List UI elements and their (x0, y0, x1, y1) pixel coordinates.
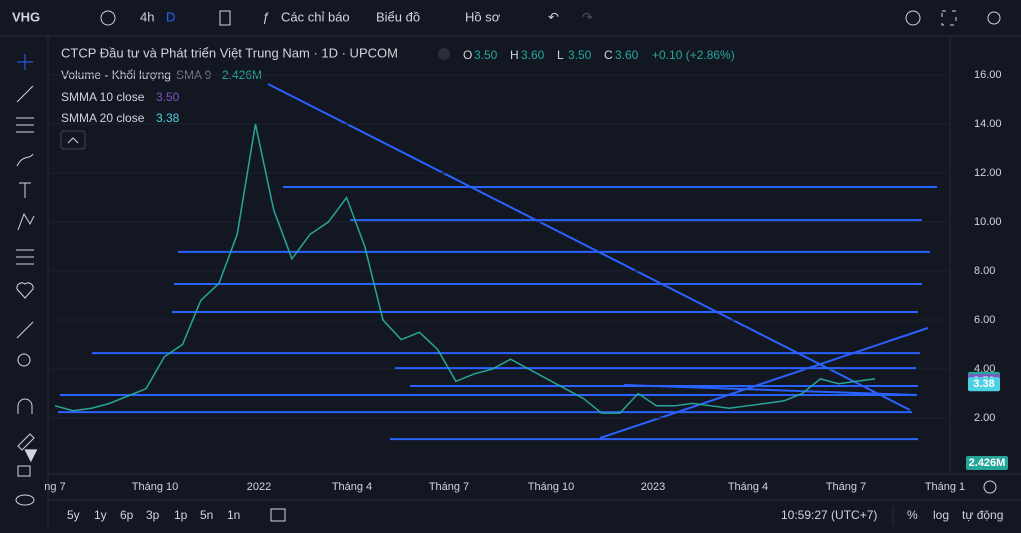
indicator-value: 3.50 (156, 90, 180, 104)
range-button[interactable]: 1p (174, 508, 188, 522)
share-icon[interactable] (987, 11, 1001, 25)
eye-icon[interactable] (438, 48, 450, 60)
range-button[interactable]: 5n (200, 508, 213, 522)
axis-settings[interactable] (983, 480, 997, 494)
ohlc-label: L (557, 48, 564, 62)
collapse-button[interactable] (60, 130, 86, 150)
ohlc-value: 3.50 (474, 48, 498, 62)
percent-button[interactable]: % (907, 508, 918, 522)
y-tick-label: 16.00 (974, 69, 1002, 81)
range-button[interactable]: 5y (67, 508, 80, 522)
range-button[interactable]: 3p (146, 508, 160, 522)
x-tick-label: ng 7 (44, 481, 65, 493)
legend-title: CTCP Đầu tư và Phát triển Việt Trung Nam… (61, 45, 398, 60)
change: +0.10 (+2.86%) (652, 48, 735, 62)
auto-button[interactable]: tự động (962, 508, 1003, 522)
x-tick-label: Tháng 7 (826, 481, 866, 493)
y-tick-label: 12.00 (974, 167, 1002, 179)
range-button[interactable]: 1y (94, 508, 107, 522)
y-tick-label: 6.00 (974, 314, 995, 326)
indicator-name: SMMA 10 close (61, 90, 145, 104)
volume-tag (966, 456, 1008, 470)
profile-button[interactable]: Hồ sơ (465, 9, 501, 24)
undo-icon[interactable]: ↶ (548, 9, 559, 24)
date-range-icon[interactable] (270, 508, 286, 522)
redo-icon[interactable]: ↷ (582, 9, 593, 24)
ohlc-label: C (604, 48, 613, 62)
range-button[interactable]: 1n (227, 508, 240, 522)
ohlc-value: 3.60 (615, 48, 639, 62)
interval-active[interactable]: D (166, 9, 175, 24)
clock: 10:59:27 (UTC+7) (781, 508, 877, 522)
x-tick-label: Tháng 7 (429, 481, 469, 493)
x-tick-label: 2022 (247, 481, 271, 493)
volume-tag-label: 2.426M (969, 457, 1006, 469)
x-tick-label: Tháng 4 (332, 481, 372, 493)
fullscreen-icon[interactable] (941, 10, 957, 26)
range-buttons: 5y 1y 6p 3p 1p 5n 1n (67, 508, 240, 522)
fx-icon[interactable]: ƒ (262, 9, 269, 24)
x-tick-label: Tháng 10 (132, 481, 178, 493)
settings-icon[interactable] (905, 10, 921, 26)
ohlc-value: 3.60 (521, 48, 545, 62)
price-tag-label: 3.38 (973, 378, 994, 390)
log-button[interactable]: log (933, 508, 949, 522)
indicators-button[interactable]: Các chỉ báo (281, 9, 350, 24)
x-tick-label: Tháng 10 (528, 481, 574, 493)
add-icon[interactable] (100, 10, 116, 26)
logo: ▼ (20, 442, 42, 467)
ohlc-label: H (510, 48, 519, 62)
ohlc-label: O (463, 48, 472, 62)
ohlc-value: 3.50 (568, 48, 592, 62)
interval[interactable]: 4h (140, 9, 154, 24)
drawing-tools[interactable] (15, 54, 35, 506)
y-tick-label: 8.00 (974, 265, 995, 277)
x-tick-label: Tháng 1 (925, 481, 965, 493)
indicator-name: SMMA 20 close (61, 111, 145, 125)
y-tick-label: 14.00 (974, 118, 1002, 130)
indicator-value: 3.38 (156, 111, 180, 125)
price-tag (968, 377, 1000, 392)
symbol[interactable]: VHG (12, 9, 40, 24)
y-tick-label: 2.00 (974, 412, 995, 424)
collapse-icon (67, 137, 79, 144)
x-tick-label: Tháng 4 (728, 481, 768, 493)
bar-type-icon[interactable] (219, 10, 231, 26)
price-line (54, 123, 876, 414)
chart-button[interactable]: Biểu đồ (376, 9, 420, 24)
ohlc: O 3.50 H 3.60 L 3.50 C 3.60 (463, 48, 639, 62)
range-button[interactable]: 6p (120, 508, 134, 522)
y-tick-label: 10.00 (974, 216, 1002, 228)
x-tick-label: 2023 (641, 481, 665, 493)
